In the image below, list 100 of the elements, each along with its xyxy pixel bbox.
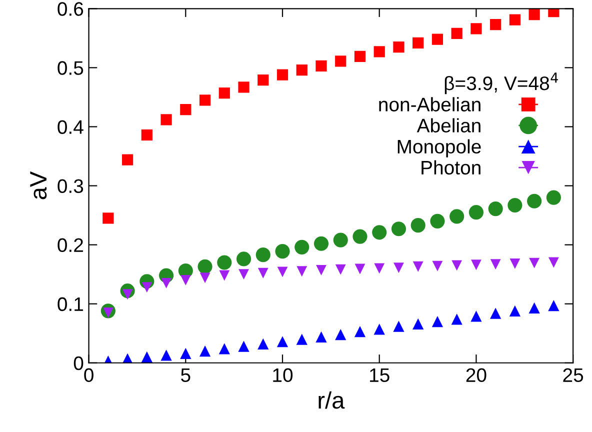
point <box>258 268 268 278</box>
point <box>509 305 520 316</box>
point <box>432 316 444 328</box>
y-tick-label: 0.1 <box>58 297 83 312</box>
point <box>450 209 464 224</box>
y-axis-title: aV <box>30 171 47 200</box>
legend-title: β=3.9, V=48$^{4}$ <box>444 72 558 94</box>
point <box>510 258 520 269</box>
point <box>412 37 424 48</box>
point <box>548 300 560 312</box>
point <box>141 129 152 141</box>
point <box>122 154 134 166</box>
point <box>354 50 366 62</box>
point <box>238 269 249 280</box>
point <box>238 340 250 352</box>
point <box>218 343 230 354</box>
point <box>200 272 210 284</box>
point <box>160 114 172 126</box>
point <box>548 257 559 268</box>
legend-label: Photon <box>422 160 480 175</box>
x-tick-label: 20 <box>466 368 486 382</box>
point <box>527 194 542 208</box>
point <box>296 266 308 277</box>
point <box>219 270 230 281</box>
point <box>490 19 502 30</box>
point <box>488 201 503 216</box>
point <box>217 255 232 270</box>
point <box>238 82 250 93</box>
legend-label: Abelian <box>416 118 480 132</box>
point <box>352 229 368 244</box>
point <box>393 41 404 53</box>
point <box>509 14 520 26</box>
point <box>276 69 288 80</box>
point <box>314 236 329 251</box>
point <box>412 261 424 272</box>
point <box>333 232 348 248</box>
x-tick-label: 5 <box>181 368 190 382</box>
point <box>296 334 308 345</box>
point <box>316 60 327 72</box>
point <box>528 8 540 20</box>
point <box>490 259 501 270</box>
point <box>218 88 230 99</box>
point <box>256 248 270 262</box>
point <box>180 348 192 359</box>
point <box>354 326 366 338</box>
y-tick-label: 0.3 <box>58 179 84 193</box>
point <box>102 212 114 224</box>
point <box>276 336 288 348</box>
point <box>412 318 424 330</box>
point <box>430 214 445 228</box>
point <box>275 244 290 259</box>
point <box>393 320 404 332</box>
point <box>296 64 308 76</box>
point <box>470 23 482 34</box>
point <box>410 218 426 233</box>
point <box>335 264 346 275</box>
point <box>316 264 326 276</box>
point <box>451 28 462 39</box>
point <box>142 282 152 293</box>
point <box>374 324 385 335</box>
point <box>508 198 522 213</box>
point <box>546 190 561 205</box>
point <box>432 260 443 272</box>
point <box>316 331 327 342</box>
point <box>470 260 482 270</box>
point <box>470 310 482 322</box>
point <box>354 264 366 274</box>
point <box>199 346 211 357</box>
point <box>452 260 462 271</box>
point <box>432 34 444 45</box>
point <box>451 314 462 325</box>
point <box>180 104 192 116</box>
x-axis-title: r/a <box>318 391 345 409</box>
point <box>258 338 269 350</box>
point <box>180 275 191 286</box>
y-tick-label: 0.6 <box>58 2 84 16</box>
x-tick-label: 10 <box>273 368 293 382</box>
y-tick-label: 0.4 <box>58 120 84 134</box>
point <box>529 258 540 268</box>
point <box>198 259 212 274</box>
point <box>258 74 269 86</box>
point <box>335 56 346 67</box>
y-tick-label: 0.2 <box>58 238 83 252</box>
point <box>468 205 484 220</box>
point <box>528 302 540 314</box>
point <box>372 225 387 240</box>
legend-label: Monopole <box>398 139 481 158</box>
legend-label: non-Abelian <box>379 97 480 112</box>
point <box>160 350 172 361</box>
point <box>294 240 310 254</box>
point <box>490 308 502 319</box>
x-tick-label: 15 <box>370 368 390 382</box>
point <box>141 351 152 363</box>
point <box>161 278 172 288</box>
point <box>199 94 211 106</box>
point <box>394 262 404 274</box>
point <box>374 263 385 274</box>
y-tick-label: 0 <box>74 356 84 370</box>
x-tick-label: 0 <box>84 368 94 382</box>
point <box>236 252 252 266</box>
